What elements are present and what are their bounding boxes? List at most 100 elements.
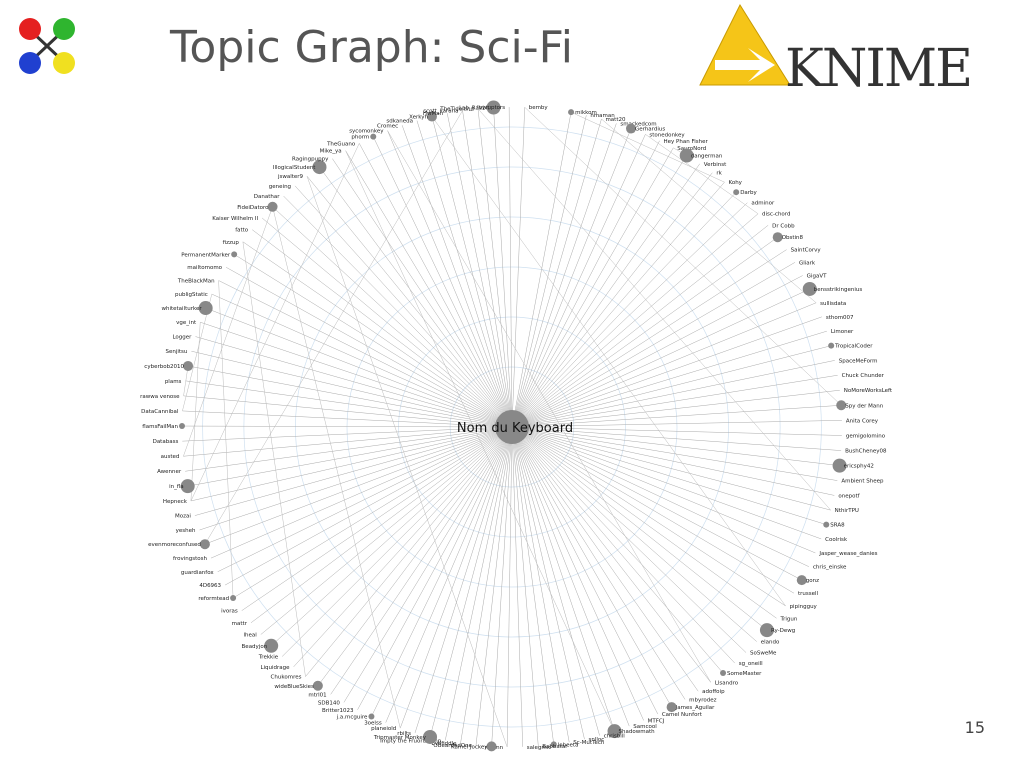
edge <box>511 275 803 428</box>
node-label: scott_karana <box>423 109 458 115</box>
node-label: j.a.mcguire <box>336 715 368 721</box>
edge <box>283 195 513 428</box>
node <box>267 201 278 212</box>
node-label: TheTideland <box>439 107 474 113</box>
node-label: MTFCJ <box>648 718 665 724</box>
edge <box>511 426 555 745</box>
ring <box>295 216 729 638</box>
node <box>802 281 817 296</box>
edge <box>511 249 787 428</box>
node <box>626 123 637 134</box>
node-label: Logger <box>172 335 192 341</box>
node-label: Tripmaster Monkey <box>373 735 427 741</box>
edge <box>187 426 513 487</box>
ring <box>202 126 822 728</box>
node-label: sg_oneill <box>739 661 763 667</box>
edge <box>294 185 513 428</box>
edge <box>306 176 513 428</box>
edge <box>511 115 587 428</box>
node-label: sullisdata <box>820 301 846 307</box>
edge <box>511 426 842 436</box>
edge <box>242 241 513 428</box>
edge <box>345 150 615 732</box>
edge <box>506 426 513 747</box>
node-label: mattr <box>232 621 248 627</box>
edge <box>242 241 306 677</box>
ring <box>346 266 678 588</box>
node-label: Anita Corey <box>846 418 879 424</box>
node <box>832 458 847 473</box>
node <box>823 521 830 528</box>
edge <box>225 267 513 428</box>
node-label: Kohy <box>729 180 743 186</box>
node-label: FideiDatoro <box>237 205 269 211</box>
corner-icon <box>19 18 75 74</box>
node-label: dangerman <box>691 154 723 160</box>
node-label: fizzup <box>223 240 240 246</box>
edge <box>511 345 832 428</box>
rings <box>202 126 822 728</box>
center-label: Nom du Keyboard <box>457 421 573 436</box>
edge <box>182 426 513 442</box>
edge <box>345 150 513 428</box>
node-label: SauroNord <box>677 146 706 152</box>
node <box>733 189 740 196</box>
node-label: chris_einske <box>813 565 847 571</box>
node-label: HwMan <box>423 111 444 117</box>
edge <box>387 130 712 683</box>
edge <box>211 293 513 428</box>
edge <box>511 172 713 428</box>
node-label: Hepneck <box>163 499 188 505</box>
node-label: NthirTPU <box>835 508 859 514</box>
edge <box>511 426 757 642</box>
node-label: Databass <box>153 439 179 445</box>
edge <box>511 426 840 466</box>
edge <box>511 426 835 496</box>
node-label: wideBlueSkies <box>274 684 314 690</box>
node-label: onepotf <box>838 493 860 499</box>
node-label: sthom007 <box>826 315 854 321</box>
node <box>199 539 210 550</box>
node-label: Babbatar <box>542 744 568 750</box>
logo: KNIME <box>699 3 973 99</box>
node-label: Ragingpuppy <box>292 157 329 163</box>
edge <box>511 389 840 428</box>
node-label: jswalter9 <box>277 174 304 180</box>
edge <box>511 426 842 451</box>
node-label: SDB140 <box>318 700 340 706</box>
node-label: James_Aguilar <box>675 705 716 711</box>
node-label: 4D6963 <box>199 583 221 589</box>
node-label: Trekkie <box>258 655 279 661</box>
node-label: Verbinst <box>704 162 727 168</box>
edge <box>272 206 401 729</box>
edge <box>343 426 513 703</box>
edge <box>271 426 513 646</box>
node-label: Hey Phan Fisher <box>664 139 709 145</box>
edge <box>477 108 513 428</box>
node <box>666 702 677 713</box>
edge <box>210 426 513 559</box>
node-label: Spy der Mann <box>845 403 883 409</box>
node-label: Llsandro <box>715 680 739 686</box>
edge <box>508 107 513 428</box>
node <box>230 595 237 602</box>
node <box>312 160 327 175</box>
edge <box>511 426 644 721</box>
node-label: cyberbob2010 <box>144 364 184 370</box>
node-label: Camel Nunfort <box>662 712 703 718</box>
edge <box>200 321 513 428</box>
edge <box>462 110 513 428</box>
edge <box>511 374 838 428</box>
edge <box>185 380 513 428</box>
edge <box>460 426 513 744</box>
edge <box>293 426 513 668</box>
edge <box>234 254 513 428</box>
edge <box>185 426 513 472</box>
node <box>679 148 694 163</box>
edge <box>261 217 513 428</box>
node-label: yesheh <box>176 528 196 534</box>
edge <box>332 158 513 428</box>
node <box>368 713 375 720</box>
edge <box>511 426 831 511</box>
node <box>796 575 807 586</box>
